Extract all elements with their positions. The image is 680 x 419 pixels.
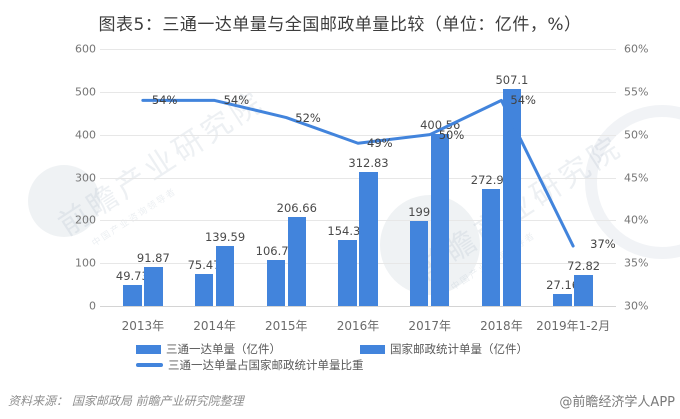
gridline — [100, 220, 616, 222]
bar-series1 — [338, 239, 357, 306]
brand-credit: @前瞻经济学人APP — [559, 395, 675, 410]
y-axis-left-label: 0 — [89, 299, 96, 313]
y-axis-left-label: 400 — [75, 128, 96, 142]
bar-value-label: 199 — [408, 204, 431, 219]
bar-series2 — [215, 246, 235, 306]
bar-series2 — [144, 266, 163, 306]
bar-series1 — [481, 189, 501, 306]
bar-series1 — [123, 284, 142, 306]
gridline — [100, 177, 616, 179]
gridline — [100, 134, 616, 136]
bar-value-label: 139.59 — [204, 230, 246, 245]
x-axis-label: 2018年 — [480, 319, 523, 333]
legend-item-bizhong: 三通一达单量占国家邮政统计单量比重 — [136, 358, 364, 372]
line-point-label: 52% — [295, 110, 321, 125]
legend-item-guojiayouzheng: 国家邮政统计单量（亿件） — [360, 342, 528, 356]
legend-swatch-line — [136, 363, 163, 367]
line-point-label: 50% — [438, 127, 465, 142]
bar-series2 — [574, 274, 593, 306]
x-axis-label: 2017年 — [408, 319, 451, 333]
x-axis-label: 2016年 — [336, 319, 380, 333]
y-axis-left-label: 200 — [75, 213, 96, 227]
line-point-label: 49% — [367, 136, 393, 151]
y-axis-left-label: 300 — [75, 171, 96, 184]
bar-series2 — [430, 134, 450, 306]
bar-series1 — [194, 273, 214, 306]
bar-value-label: 507.1 — [495, 72, 529, 87]
data-source-note: 资料来源： 国家邮政局 前瞻产业研究院整理 — [8, 394, 244, 408]
legend-label: 三通一达单量（亿件） — [166, 342, 281, 356]
line-point-label: 54% — [223, 93, 250, 108]
bar-series2 — [502, 88, 522, 306]
y-axis-right-label: 60% — [624, 42, 649, 56]
bar-value-label: 27.16 — [546, 278, 580, 293]
bar-series2 — [359, 172, 378, 306]
y-axis-right-label: 30% — [624, 299, 649, 313]
legend-label: 国家邮政统计单量（亿件） — [390, 342, 528, 356]
y-axis-left-label: 500 — [75, 85, 96, 99]
gridline — [100, 91, 616, 93]
line-point-label: 54% — [151, 93, 178, 108]
legend-label: 三通一达单量占国家邮政统计单量比重 — [168, 358, 364, 372]
bar-value-label: 106.77 — [255, 244, 296, 259]
y-axis-right-label: 40% — [624, 213, 649, 227]
y-axis-right-label: 55% — [624, 85, 649, 99]
legend-swatch-bar2 — [360, 344, 385, 354]
x-axis-label: 2013年 — [121, 319, 165, 333]
legend-item-santongyida: 三通一达单量（亿件） — [136, 342, 281, 356]
gridline — [100, 49, 616, 50]
y-axis-right-label: 35% — [624, 256, 649, 270]
bar-value-label: 75.47 — [187, 257, 221, 272]
chart-title: 图表5：三通一达单量与全国邮政单量比较（单位：亿件，%） — [98, 15, 582, 35]
bar-series2 — [287, 217, 307, 306]
bar-series1 — [553, 294, 572, 306]
gridline — [100, 306, 616, 307]
line-point-label: 37% — [590, 237, 616, 252]
x-axis-label: 2019年1-2月 — [536, 319, 611, 333]
gridline — [100, 263, 616, 265]
bar-value-label: 49.73 — [115, 268, 149, 283]
legend-swatch-bar1 — [136, 344, 161, 354]
bar-series1 — [409, 220, 429, 306]
bar-value-label: 72.82 — [567, 258, 601, 273]
y-axis-left-label: 600 — [75, 42, 96, 56]
bar-value-label: 91.87 — [136, 250, 170, 265]
y-axis-right-label: 45% — [624, 171, 649, 184]
bar-value-label: 400.56 — [420, 118, 461, 133]
x-axis-label: 2014年 — [193, 319, 236, 333]
bar-value-label: 206.66 — [276, 201, 317, 216]
y-axis-left-label: 100 — [75, 256, 96, 270]
bar-value-label: 154.32 — [327, 223, 368, 238]
x-axis-label: 2015年 — [265, 319, 308, 333]
bar-value-label: 272.95 — [470, 173, 512, 188]
line-point-label: 54% — [510, 93, 536, 108]
y-axis-right-label: 50% — [624, 128, 649, 142]
bar-series1 — [266, 260, 286, 306]
bar-value-label: 312.83 — [348, 156, 389, 170]
